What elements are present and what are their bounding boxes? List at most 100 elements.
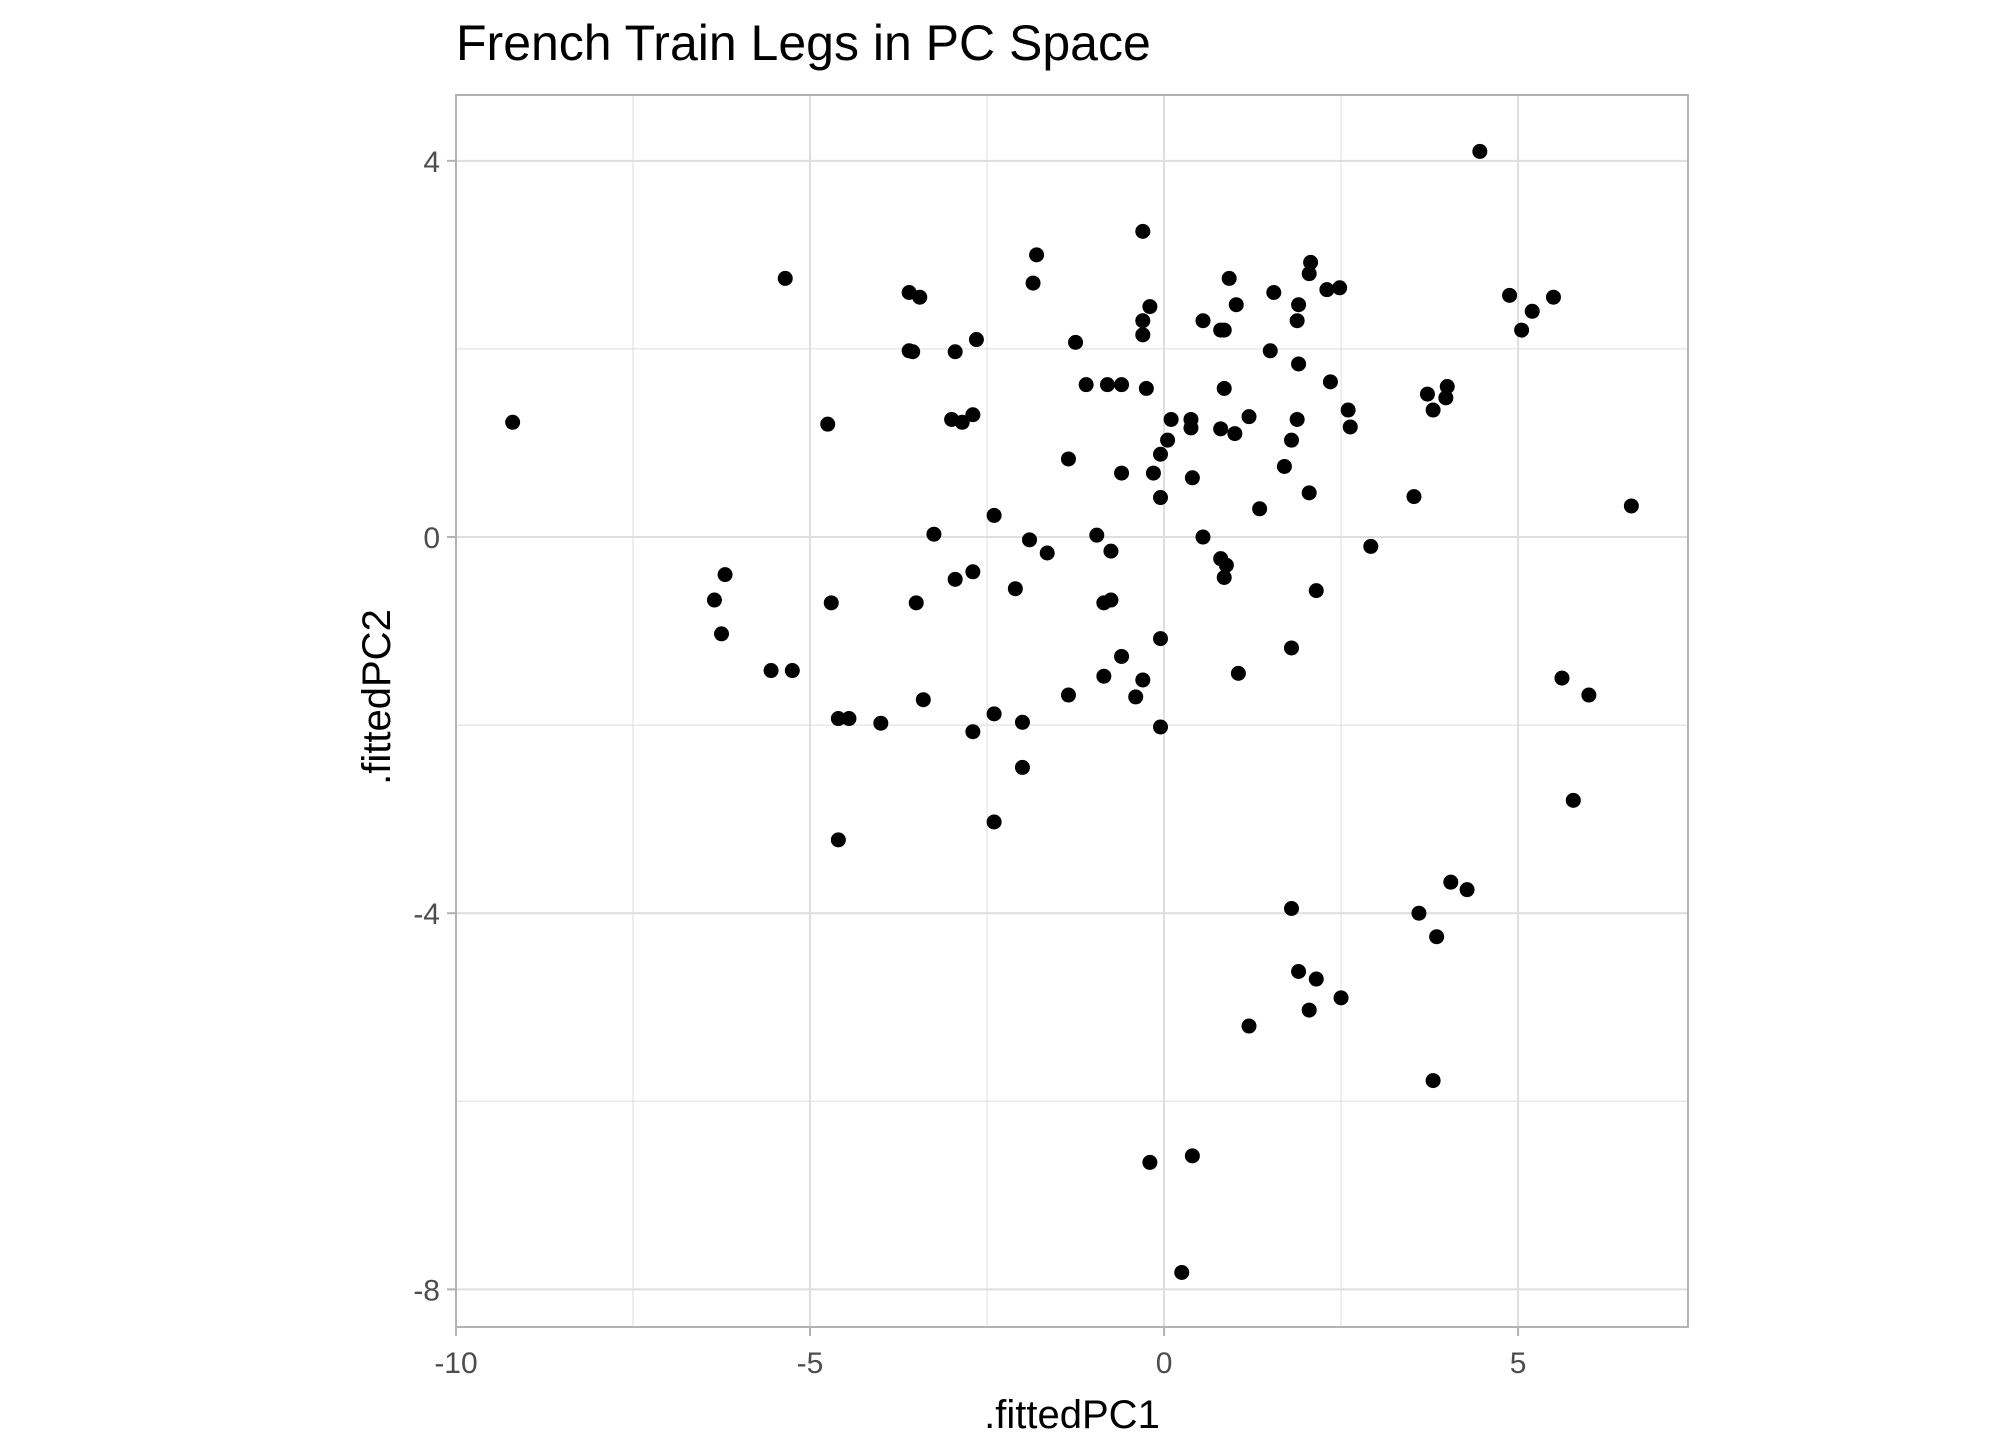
x-axis-title: .fittedPC1 — [984, 1393, 1160, 1437]
data-point — [926, 526, 942, 542]
data-point — [1283, 432, 1299, 448]
x-tick-label: 5 — [1510, 1347, 1527, 1380]
data-point — [777, 270, 793, 286]
data-point — [1218, 557, 1234, 573]
data-point — [1213, 421, 1229, 437]
data-point — [1228, 297, 1244, 313]
chart-title: French Train Legs in PC Space — [456, 15, 1151, 71]
data-point — [1283, 900, 1299, 916]
data-point — [1411, 905, 1427, 921]
data-point — [1114, 465, 1130, 481]
data-point — [1252, 501, 1268, 517]
data-point — [1406, 489, 1422, 505]
data-point — [1322, 374, 1338, 390]
data-point — [1068, 334, 1084, 350]
y-tick-label: -4 — [413, 898, 440, 931]
data-point — [912, 289, 928, 305]
data-point — [1308, 971, 1324, 987]
data-point — [1438, 390, 1454, 406]
grid-lines — [455, 95, 1688, 1327]
x-tick-label: -5 — [797, 1347, 824, 1380]
data-point — [1078, 377, 1094, 393]
data-point — [947, 571, 963, 587]
data-point — [1342, 419, 1358, 435]
data-point — [830, 711, 846, 727]
data-point — [714, 626, 730, 642]
data-point — [986, 814, 1002, 830]
data-point — [1514, 322, 1530, 338]
data-point — [1135, 327, 1151, 343]
data-point — [1545, 289, 1561, 305]
data-point — [908, 595, 924, 611]
data-point — [1291, 964, 1307, 980]
data-point — [1099, 377, 1115, 393]
data-point — [965, 407, 981, 423]
data-point — [1142, 1154, 1158, 1170]
y-axis-title: .fittedPC2 — [355, 609, 399, 785]
data-point — [1581, 687, 1597, 703]
data-point — [1472, 143, 1488, 159]
data-point — [1142, 299, 1158, 315]
data-point — [965, 564, 981, 580]
y-tick-label: 0 — [423, 522, 440, 555]
data-point — [986, 507, 1002, 523]
data-point — [873, 715, 889, 731]
data-point — [968, 332, 984, 348]
data-point — [1103, 543, 1119, 559]
data-point — [1184, 470, 1200, 486]
data-point — [1419, 386, 1435, 402]
data-point — [1153, 490, 1169, 506]
data-point — [1145, 465, 1161, 481]
data-point — [1128, 689, 1144, 705]
data-point — [1135, 313, 1151, 329]
data-point — [1022, 532, 1038, 548]
data-point — [965, 724, 981, 740]
data-point — [1301, 266, 1317, 282]
data-point — [954, 414, 970, 430]
data-point — [1363, 538, 1379, 554]
data-point — [763, 663, 779, 679]
data-point — [1103, 592, 1119, 608]
data-point — [1262, 343, 1278, 359]
data-point — [1089, 527, 1105, 543]
data-point — [1060, 687, 1076, 703]
data-point — [1459, 882, 1475, 898]
data-point — [1266, 284, 1282, 300]
data-point — [915, 692, 931, 708]
data-point — [1060, 451, 1076, 467]
data-point — [1114, 648, 1130, 664]
data-point — [1227, 426, 1243, 442]
data-point — [1425, 1073, 1441, 1089]
data-point — [947, 344, 963, 360]
data-point — [1014, 714, 1030, 730]
data-point — [1425, 402, 1441, 418]
data-point — [1163, 411, 1179, 427]
data-point — [1443, 874, 1459, 890]
data-point — [505, 414, 521, 430]
data-point — [1135, 672, 1151, 688]
data-point — [1230, 665, 1246, 681]
data-point — [1216, 569, 1232, 585]
data-point — [1308, 583, 1324, 599]
data-point — [1340, 402, 1356, 418]
data-point — [1554, 670, 1570, 686]
data-point — [841, 711, 857, 727]
data-point — [1291, 356, 1307, 372]
data-point — [905, 344, 921, 360]
data-point — [1138, 380, 1154, 396]
data-point — [1153, 631, 1169, 647]
axis-ticks — [447, 159, 1520, 1336]
data-point — [1195, 529, 1211, 545]
data-point — [706, 592, 722, 608]
data-point — [1029, 247, 1045, 263]
y-tick-label: 4 — [423, 146, 440, 179]
data-point — [1184, 1148, 1200, 1164]
data-point — [1301, 1002, 1317, 1018]
data-point — [1241, 1018, 1257, 1034]
data-point — [1007, 581, 1023, 597]
x-tick-label: -10 — [434, 1347, 477, 1380]
data-point — [1195, 313, 1211, 329]
data-point — [1333, 990, 1349, 1006]
